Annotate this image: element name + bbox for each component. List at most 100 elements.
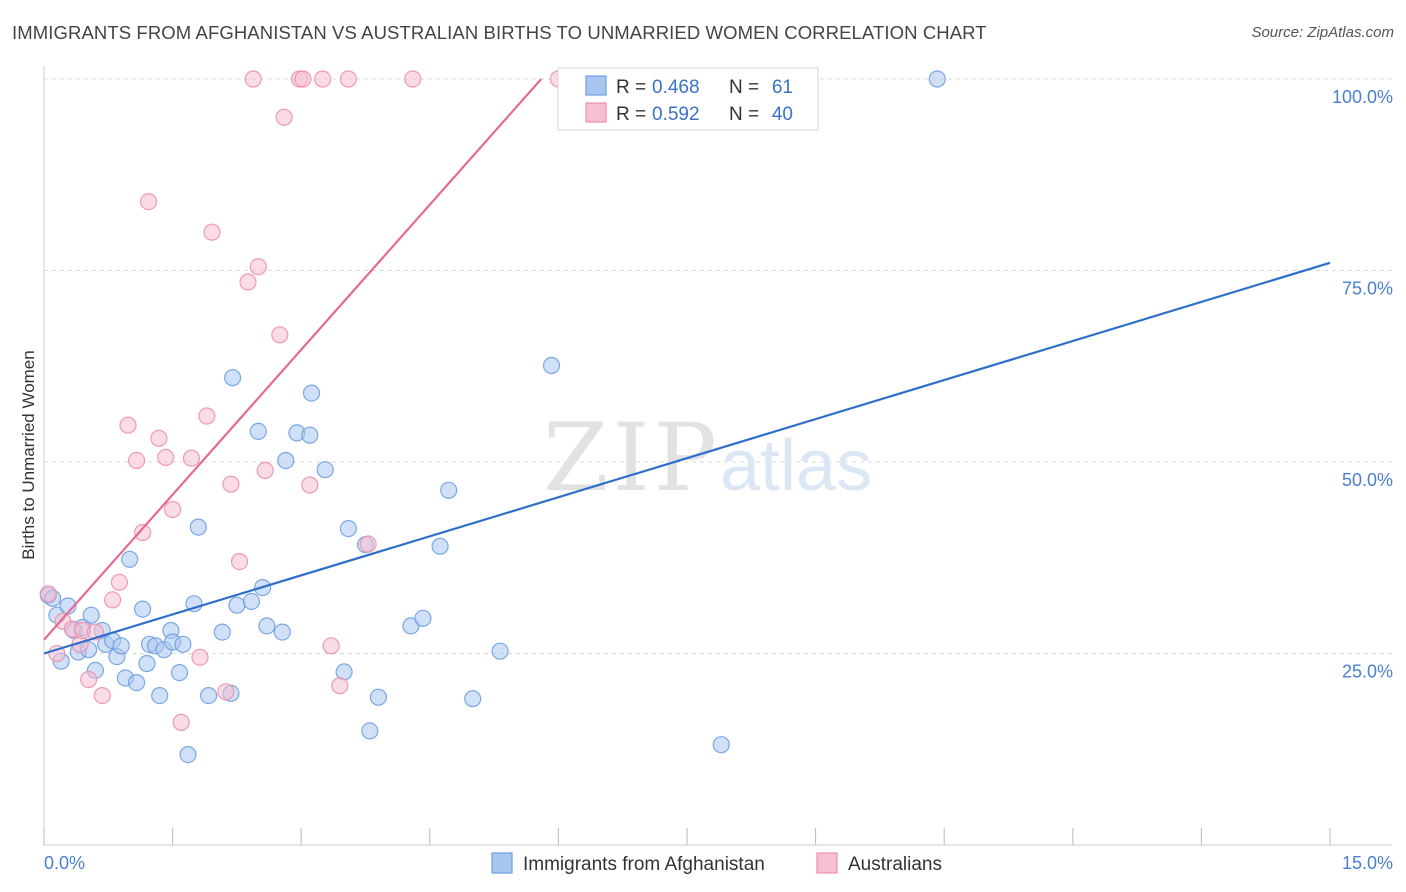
source-credit: Source: ZipAtlas.com [1251, 24, 1394, 41]
point-afghanistan-37 [242, 592, 261, 611]
y-tick-labels: 25.0% 50.0% 75.0% 100.0% [1332, 87, 1393, 682]
y-tick-label-50: 50.0% [1342, 470, 1393, 490]
series-afghanistan [39, 70, 946, 764]
legend-swatch-afghanistan [491, 852, 513, 874]
point-australians-24 [222, 475, 240, 493]
axes [43, 66, 1392, 846]
point-australians-10 [110, 573, 129, 591]
point-afghanistan-15 [112, 637, 130, 655]
stats-n-value-pink: 40 [772, 104, 793, 125]
point-afghanistan-36 [228, 596, 246, 614]
trendline-australians [43, 78, 543, 641]
watermark-atlas: atlas [720, 426, 872, 506]
point-australians-19 [182, 449, 201, 467]
point-australians-20 [191, 648, 209, 666]
point-afghanistan-28 [174, 635, 192, 653]
point-australians-18 [172, 713, 190, 732]
point-afghanistan-27 [170, 663, 189, 682]
point-afghanistan-9 [82, 606, 100, 624]
stats-r-value-blue: 0.468 [652, 77, 700, 98]
point-afghanistan-45 [302, 384, 321, 402]
point-australians-33 [294, 70, 312, 88]
series-legend: Immigrants from Afghanistan Australians [491, 852, 942, 875]
point-afghanistan-46 [316, 461, 334, 479]
stats-n-value-blue: 61 [772, 77, 793, 98]
point-afghanistan-42 [277, 451, 295, 470]
point-australians-36 [322, 637, 340, 655]
x-tick-label-min: 0.0% [44, 853, 85, 873]
point-afghanistan-20 [138, 654, 156, 673]
stats-legend: R = 0.468 N = 61 R = 0.592 N = 40 [557, 67, 819, 131]
point-australians-35 [314, 70, 332, 88]
point-afghanistan-38 [249, 422, 267, 440]
point-australians-31 [275, 108, 293, 126]
point-afghanistan-60 [928, 70, 946, 88]
x-ticks [43, 828, 1331, 845]
point-afghanistan-19 [134, 600, 152, 618]
point-australians-11 [119, 416, 137, 434]
chart-title: IMMIGRANTS FROM AFGHANISTAN VS AUSTRALIA… [12, 22, 987, 43]
point-afghanistan-58 [542, 356, 561, 375]
point-australians-25 [230, 552, 249, 571]
point-australians-28 [249, 258, 267, 276]
point-afghanistan-56 [464, 690, 482, 708]
point-australians-21 [198, 407, 216, 425]
y-axis-label: Births to Unmarried Women [19, 350, 38, 559]
point-australians-39 [359, 535, 377, 553]
point-afghanistan-31 [189, 518, 207, 536]
y-tick-label-75: 75.0% [1342, 279, 1393, 299]
point-australians-29 [256, 461, 274, 479]
point-afghanistan-53 [414, 609, 432, 627]
stats-swatch-pink [585, 102, 607, 123]
point-australians-16 [157, 448, 175, 466]
point-afghanistan-23 [151, 686, 169, 705]
point-australians-26 [239, 273, 257, 291]
gridlines [44, 78, 1392, 654]
legend-label-afghanistan: Immigrants from Afghanistan [523, 854, 765, 875]
point-afghanistan-41 [273, 623, 291, 641]
point-afghanistan-17 [121, 550, 139, 568]
point-afghanistan-40 [258, 617, 276, 635]
series-layer [39, 70, 946, 764]
point-australians-9 [103, 591, 122, 609]
legend-swatch-australians [816, 852, 838, 874]
point-australians-22 [203, 223, 221, 241]
point-australians-8 [93, 686, 111, 705]
point-australians-23 [217, 683, 235, 701]
point-afghanistan-50 [361, 722, 379, 740]
point-australians-14 [140, 193, 158, 211]
y-tick-label-100: 100.0% [1332, 87, 1393, 107]
point-afghanistan-51 [369, 688, 387, 706]
x-tick-label-max: 15.0% [1342, 853, 1393, 873]
trend-layer [43, 78, 1331, 655]
point-australians-0 [39, 585, 57, 603]
point-afghanistan-44 [301, 426, 319, 444]
point-australians-38 [339, 70, 357, 88]
stats-r-label-blue: R = [616, 77, 651, 98]
y-tick-label-25: 25.0% [1342, 662, 1393, 682]
trendline-afghanistan [43, 261, 1331, 655]
point-afghanistan-35 [224, 369, 242, 387]
point-australians-30 [271, 326, 289, 344]
point-afghanistan-18 [128, 673, 146, 692]
point-afghanistan-33 [213, 623, 231, 641]
legend-label-australians: Australians [848, 854, 942, 875]
point-afghanistan-55 [440, 481, 458, 499]
stats-swatch-blue [585, 75, 607, 96]
point-australians-17 [164, 500, 182, 519]
stats-n-label-pink: N = [729, 104, 764, 125]
point-australians-40 [404, 70, 422, 88]
point-australians-15 [150, 429, 168, 447]
point-australians-13 [134, 523, 152, 542]
point-afghanistan-59 [712, 736, 730, 754]
point-afghanistan-32 [200, 686, 218, 705]
point-australians-27 [244, 70, 262, 88]
point-australians-6 [79, 670, 98, 689]
stats-r-label-pink: R = [616, 104, 651, 125]
point-australians-12 [128, 451, 146, 470]
point-afghanistan-29 [179, 745, 197, 764]
point-afghanistan-54 [431, 537, 449, 555]
watermark-zip: ZIP [543, 404, 721, 513]
point-afghanistan-48 [339, 519, 357, 538]
